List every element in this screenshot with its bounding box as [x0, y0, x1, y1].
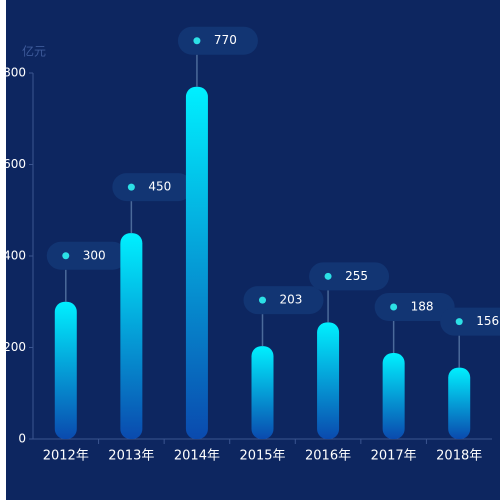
value-label: 156 [476, 314, 499, 328]
value-label: 203 [280, 293, 303, 307]
value-label: 450 [148, 180, 171, 194]
x-tick-label: 2017年 [371, 449, 417, 464]
bar [317, 322, 340, 439]
value-label: 188 [411, 299, 434, 313]
label-pill [374, 292, 455, 321]
value-label: 300 [83, 248, 106, 262]
label-pill [112, 173, 193, 202]
bar [251, 346, 274, 439]
bar [54, 301, 77, 439]
left-edge [0, 0, 6, 500]
label-dot [390, 303, 398, 311]
label-dot [324, 272, 332, 280]
label-pill [243, 286, 324, 315]
x-tick-label: 2015年 [239, 449, 285, 464]
value-label: 255 [345, 269, 368, 283]
label-dot [259, 296, 266, 304]
y-tick-label: 400 [3, 249, 26, 263]
label-pill [440, 307, 500, 336]
x-tick-label: 2014年 [174, 449, 220, 464]
y-unit: 亿元 [22, 44, 46, 59]
x-tick-label: 2018年 [436, 449, 482, 464]
label-dot [127, 183, 135, 191]
label-dot [455, 318, 463, 326]
bar [185, 86, 208, 439]
x-tick-label: 2016年 [305, 449, 351, 464]
label-dot [62, 252, 70, 260]
x-tick-label: 2013年 [108, 449, 154, 464]
label-pill [46, 241, 127, 270]
bar [382, 352, 405, 439]
label-pill [177, 26, 258, 55]
label-dot [193, 37, 201, 45]
y-tick-label: 200 [3, 340, 26, 354]
label-pill [309, 262, 390, 291]
bar [448, 367, 471, 439]
bar [120, 233, 143, 439]
y-tick-label: 0 [18, 432, 26, 446]
y-tick-label: 800 [3, 66, 26, 80]
y-tick-label: 600 [3, 157, 26, 171]
value-label: 770 [214, 33, 237, 47]
x-tick-label: 2012年 [43, 449, 89, 464]
